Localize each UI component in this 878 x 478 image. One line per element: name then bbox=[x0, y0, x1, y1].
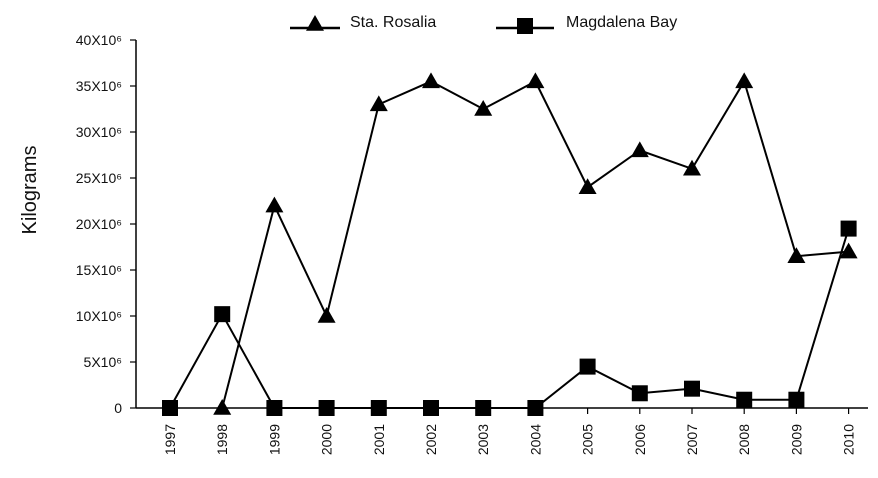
square-marker bbox=[517, 18, 533, 34]
series-magdalena-bay bbox=[162, 220, 857, 416]
triangle-marker bbox=[369, 95, 388, 112]
plot-series bbox=[162, 72, 858, 416]
square-marker bbox=[318, 400, 335, 416]
series-line bbox=[221, 78, 849, 409]
triangle-marker bbox=[317, 307, 336, 323]
square-marker bbox=[370, 400, 387, 416]
y-tick-label: 35X10⁶ bbox=[76, 78, 122, 94]
square-marker bbox=[527, 400, 544, 416]
x-tick-label: 2002 bbox=[423, 424, 439, 455]
square-marker bbox=[840, 220, 857, 237]
x-tick-label: 2001 bbox=[371, 424, 387, 455]
square-marker bbox=[736, 391, 753, 408]
square-marker bbox=[684, 380, 700, 397]
legend-label: Magdalena Bay bbox=[566, 14, 677, 31]
y-tick-label: 40X10⁶ bbox=[76, 32, 122, 48]
x-tick-label: 2008 bbox=[736, 424, 752, 455]
x-tick-label: 2005 bbox=[580, 424, 596, 455]
x-tick-label: 2006 bbox=[632, 424, 648, 455]
square-marker bbox=[579, 358, 596, 375]
series-sta-rosalia bbox=[213, 72, 858, 415]
y-axis: 0 5X10⁶ 10X10⁶ 15X10⁶ 20X10⁶ 25X10⁶ 30X10⁶ 35X1… bbox=[76, 32, 137, 416]
triangle-marker bbox=[306, 15, 324, 31]
x-axis: 1997 1998 1999 2000 2001 2002 2003 2004 2005 2006… bbox=[136, 407, 868, 455]
triangle-marker bbox=[578, 178, 597, 194]
x-tick-label: 2007 bbox=[684, 424, 700, 455]
square-marker bbox=[162, 400, 178, 416]
x-tick-label: 2010 bbox=[841, 424, 857, 455]
x-tick-label: 1997 bbox=[162, 424, 178, 455]
triangle-marker bbox=[213, 399, 232, 415]
legend: Sta. Rosalia Magdalena Bay bbox=[290, 14, 677, 34]
triangle-marker bbox=[526, 72, 545, 89]
square-marker bbox=[631, 385, 648, 402]
triangle-marker bbox=[683, 159, 701, 176]
y-tick-label: 20X10⁶ bbox=[76, 216, 122, 232]
triangle-marker bbox=[422, 72, 440, 89]
y-tick-label: 0 bbox=[114, 400, 122, 416]
y-tick-label: 10X10⁶ bbox=[76, 308, 122, 324]
x-tick-label: 2009 bbox=[788, 424, 804, 455]
square-marker bbox=[214, 306, 231, 323]
square-marker bbox=[475, 400, 492, 416]
y-tick-label: 5X10⁶ bbox=[84, 354, 122, 370]
triangle-marker bbox=[265, 196, 284, 213]
y-tick-label: 30X10⁶ bbox=[76, 124, 122, 140]
triangle-marker bbox=[735, 72, 754, 89]
y-tick-label: 15X10⁶ bbox=[76, 262, 122, 278]
y-axis-title: Kilograms bbox=[19, 146, 41, 235]
legend-item: Sta. Rosalia bbox=[290, 14, 436, 31]
series-line bbox=[169, 228, 850, 409]
y-tick-label: 25X10⁶ bbox=[76, 170, 122, 186]
square-marker bbox=[266, 400, 283, 416]
x-tick-label: 2004 bbox=[527, 424, 543, 455]
triangle-marker bbox=[630, 141, 649, 158]
legend-item: Magdalena Bay bbox=[496, 14, 677, 34]
square-marker bbox=[788, 391, 805, 408]
triangle-marker bbox=[474, 100, 493, 116]
x-tick-label: 2000 bbox=[319, 424, 335, 455]
x-tick-label: 1999 bbox=[266, 424, 282, 455]
triangle-marker bbox=[839, 242, 858, 259]
x-tick-label: 1998 bbox=[214, 424, 230, 455]
legend-label: Sta. Rosalia bbox=[350, 14, 436, 31]
x-tick-label: 2003 bbox=[475, 424, 491, 455]
triangle-marker bbox=[787, 247, 806, 263]
square-marker bbox=[423, 400, 439, 416]
